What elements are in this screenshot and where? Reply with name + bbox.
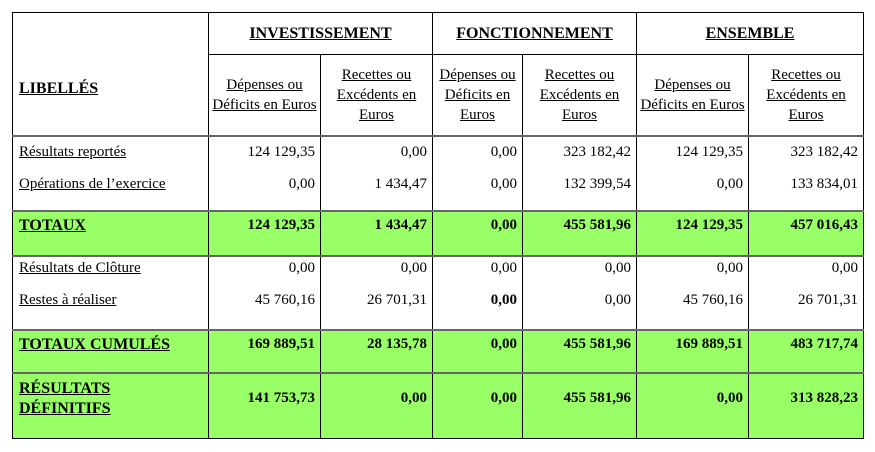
row-label: Restes à réaliser: [19, 292, 117, 308]
sub-header: Recettes ou Excédents en Euros: [320, 54, 433, 137]
table-row-totaux: TOTAUX 124 129,35 1 434,47 0,00 455 581,…: [12, 210, 865, 257]
cell: 169 889,51: [636, 329, 750, 374]
sub-header: Dépenses ou Déficits en Euros: [432, 54, 523, 137]
cell: 0,00: [400, 260, 427, 276]
cell: 124 129,35: [675, 144, 744, 160]
table-row-group: Résultats reportés Opérations de l’exerci…: [12, 135, 865, 212]
cell: 455 581,96: [521, 210, 638, 257]
cell: 132 399,54: [563, 176, 632, 192]
cell: 0,00: [432, 210, 523, 257]
sub-header: Dépenses ou Déficits en Euros: [636, 54, 750, 137]
table-row-cumules: TOTAUX CUMULÉS 169 889,51 28 135,78 0,00…: [12, 329, 865, 374]
cell: 0,00: [716, 260, 744, 276]
cell: 0,00: [288, 176, 315, 192]
cell: 0,00: [490, 292, 517, 308]
results-table: LIBELLÉS INVESTISSEMENT FONCTIONNEMENT E…: [12, 12, 865, 439]
cell: 26 701,31: [798, 292, 859, 308]
cell: 124 129,35: [208, 210, 321, 257]
row-label: TOTAUX CUMULÉS: [12, 329, 209, 374]
sub-header: Recettes ou Excédents en Euros: [521, 54, 638, 137]
cell: 0,00: [604, 292, 632, 308]
cell: 45 760,16: [683, 292, 744, 308]
cell: 0,00: [831, 260, 859, 276]
cell: 0,00: [490, 176, 517, 192]
cell: 313 828,23: [748, 372, 865, 439]
sub-header: Dépenses ou Déficits en Euros: [208, 54, 321, 137]
fonctionnement-header: FONCTIONNEMENT: [431, 12, 638, 55]
table-row-definitifs: RÉSULTATS DÉFINITIFS 141 753,73 0,00 0,0…: [12, 372, 865, 439]
cell: 323 182,42: [563, 144, 632, 160]
libelles-header: LIBELLÉS: [12, 12, 209, 137]
cell: 124 129,35: [636, 210, 750, 257]
sub-header: Recettes ou Excédents en Euros: [748, 54, 865, 137]
row-label: Opérations de l’exercice: [19, 176, 166, 192]
cell: 28 135,78: [320, 329, 433, 374]
cell: 0,00: [432, 372, 523, 439]
cell: 0,00: [636, 372, 750, 439]
table-row-group: Résultats de Clôture Restes à réaliser 0,…: [12, 255, 865, 331]
cell: 141 753,73: [208, 372, 321, 439]
cell: 0,00: [490, 260, 517, 276]
cell: 0,00: [288, 260, 315, 276]
cell: 1 434,47: [374, 176, 428, 192]
cell: 455 581,96: [521, 372, 638, 439]
cell: 0,00: [400, 144, 427, 160]
cell: 26 701,31: [367, 292, 427, 308]
cell: 457 016,43: [748, 210, 865, 257]
cell: 1 434,47: [320, 210, 433, 257]
ensemble-header: ENSEMBLE: [636, 12, 865, 55]
row-label: Résultats de Clôture: [19, 260, 141, 276]
row-label: Résultats reportés: [19, 144, 127, 160]
cell: 0,00: [604, 260, 632, 276]
cell: 0,00: [490, 144, 517, 160]
cell: 0,00: [432, 329, 523, 374]
investissement-header: INVESTISSEMENT: [208, 12, 433, 55]
cell: 0,00: [716, 176, 744, 192]
row-label: RÉSULTATS DÉFINITIFS: [12, 372, 209, 439]
cell: 169 889,51: [208, 329, 321, 374]
cell: 323 182,42: [790, 144, 859, 160]
row-label: TOTAUX: [12, 210, 209, 257]
cell: 45 760,16: [255, 292, 315, 308]
cell: 133 834,01: [790, 176, 859, 192]
cell: 124 129,35: [247, 144, 316, 160]
cell: 455 581,96: [521, 329, 638, 374]
cell: 0,00: [320, 372, 433, 439]
cell: 483 717,74: [748, 329, 865, 374]
